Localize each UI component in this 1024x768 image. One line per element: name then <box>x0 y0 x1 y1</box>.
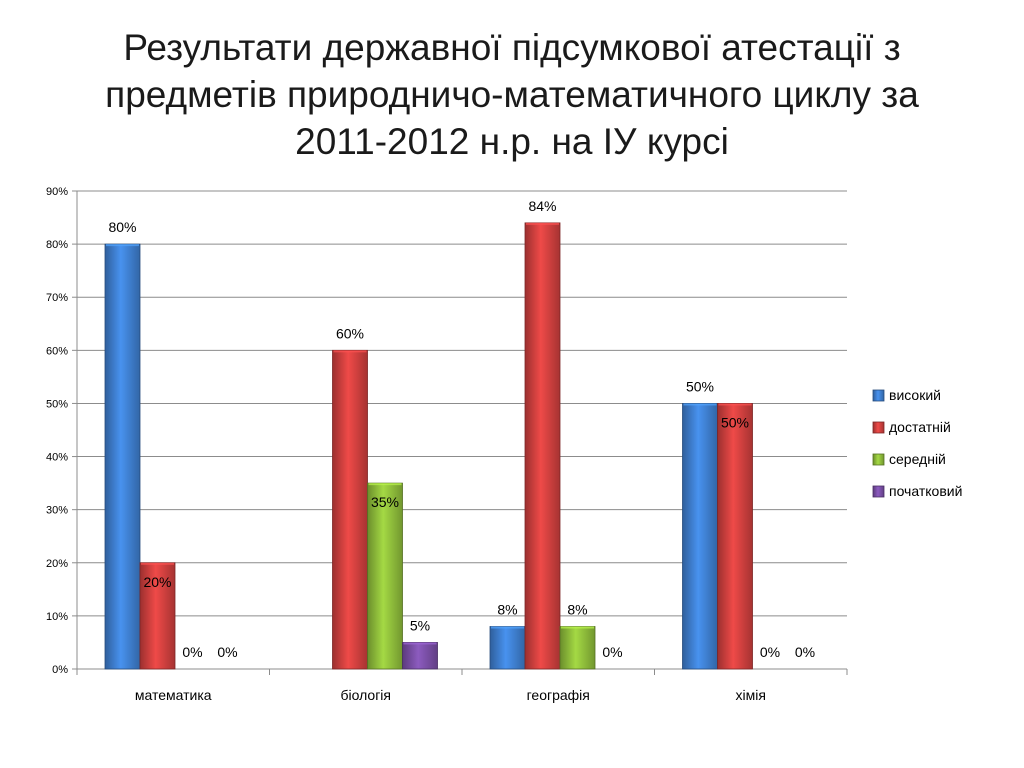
legend-label: високий <box>889 387 941 403</box>
legend: високий достатній середній початковий <box>872 387 962 499</box>
bar-top-highlight <box>403 642 437 645</box>
data-label: 80% <box>108 219 136 235</box>
y-tick-label: 70% <box>46 292 68 304</box>
data-label: 0% <box>602 644 622 660</box>
data-label: 8% <box>567 602 587 618</box>
data-label: 0% <box>182 644 202 660</box>
bar-високий <box>104 243 141 670</box>
category-label: географія <box>527 687 590 703</box>
bar-top-highlight <box>333 350 367 353</box>
category-label: біологія <box>340 687 391 703</box>
bar-top-highlight <box>106 244 139 247</box>
bar-середній <box>367 482 403 670</box>
legend-swatch-початковий <box>872 485 885 498</box>
data-label: 35% <box>371 494 399 510</box>
title-line-1: Результати державної підсумкової атестац… <box>123 27 901 68</box>
bar-достатній <box>524 222 561 670</box>
data-label: 50% <box>721 414 749 430</box>
bar-top-highlight <box>491 626 524 629</box>
bar-top-highlight <box>718 403 752 406</box>
data-label: 60% <box>336 325 364 341</box>
y-tick-label: 50% <box>46 398 68 410</box>
y-tick-label: 60% <box>46 345 68 357</box>
bar-високий <box>682 403 718 670</box>
y-tick-label: 30% <box>46 505 68 517</box>
legend-label: початковий <box>889 483 962 499</box>
y-tick-label: 20% <box>46 558 68 570</box>
bar-достатній <box>717 403 753 670</box>
title-line-2: предметів природничо-математичного циклу… <box>105 74 919 115</box>
legend-swatch-високий <box>872 389 885 402</box>
y-tick-label: 0% <box>52 664 68 676</box>
legend-label: достатній <box>889 419 951 435</box>
bar-початковий <box>402 642 438 670</box>
data-label: 0% <box>760 644 780 660</box>
bar-середній <box>559 626 596 670</box>
data-label: 8% <box>497 602 517 618</box>
bar-достатній <box>332 349 368 670</box>
data-labels: 80% 20% 0% 0% 60% 35% 5% 8% 84% 8% 0% 50% 50% 0% 0% <box>108 198 815 660</box>
bars <box>104 222 753 670</box>
category-label: математика <box>135 687 212 703</box>
bar-top-highlight <box>683 403 717 406</box>
bar-top-highlight <box>141 562 174 565</box>
data-label: 20% <box>143 574 171 590</box>
category-label: хімія <box>736 687 766 703</box>
legend-swatch-достатній <box>872 421 885 434</box>
y-tick-label: 90% <box>46 186 68 198</box>
bar-top-highlight <box>561 626 594 629</box>
bar-top-highlight <box>526 222 559 225</box>
data-label: 5% <box>410 617 430 633</box>
bar-високий <box>489 626 526 670</box>
y-tick-label: 10% <box>46 611 68 623</box>
bar-top-highlight <box>368 483 402 486</box>
legend-label: середній <box>889 451 946 467</box>
data-label: 84% <box>528 198 556 214</box>
y-tick-label: 80% <box>46 239 68 251</box>
y-tick-label: 40% <box>46 452 68 464</box>
data-label: 0% <box>217 644 237 660</box>
data-label: 50% <box>686 378 714 394</box>
bar-достатній <box>139 562 176 670</box>
title-line-3: 2011-2012 н.р. на ІУ курсі <box>295 121 729 162</box>
axes: 0% 10% 20% 30% 40% 50% 60% 70% 80% 90% математика б… <box>46 186 848 703</box>
legend-swatch-середній <box>872 453 885 466</box>
slide-title: Результати державної підсумкової атестац… <box>60 24 964 165</box>
data-label: 0% <box>795 644 815 660</box>
